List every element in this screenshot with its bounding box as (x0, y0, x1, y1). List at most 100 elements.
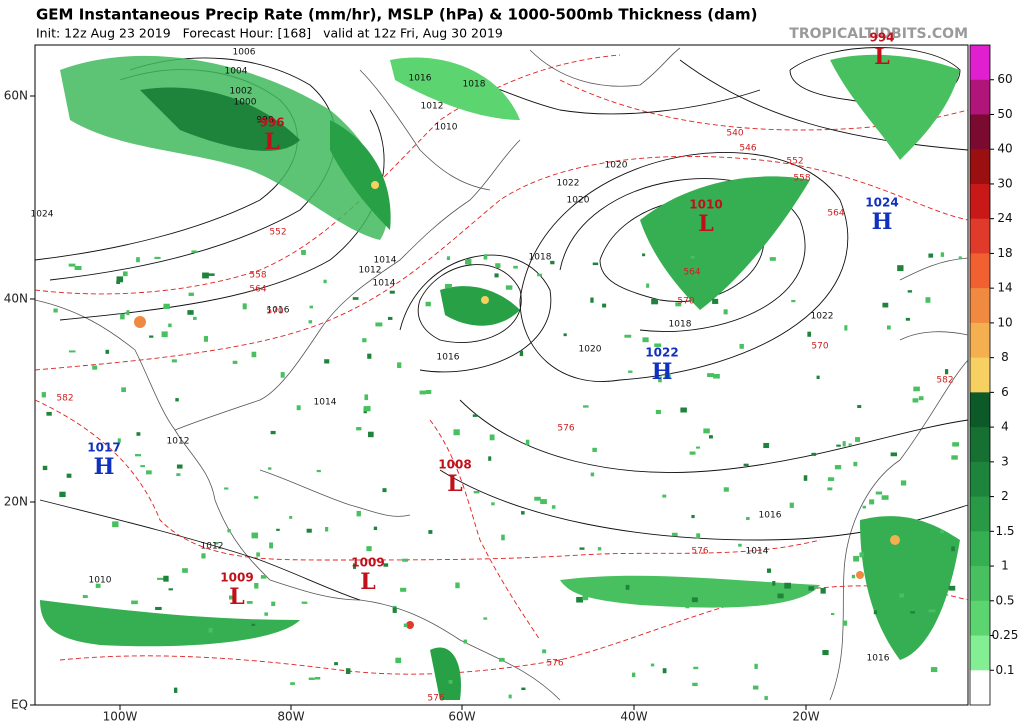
shower-cell (428, 530, 433, 534)
shower-cell (918, 396, 924, 401)
shower-cell (886, 325, 891, 330)
shower-cell (59, 491, 66, 498)
isobar-label: 1012 (167, 437, 190, 447)
shower-cell (537, 273, 542, 277)
shower-cell (154, 256, 161, 259)
shower-cell (789, 502, 794, 508)
shower-cell (664, 372, 671, 379)
shower-cell (940, 530, 945, 534)
shower-cell (769, 257, 776, 261)
shower-cell (628, 370, 633, 373)
shower-cell (607, 586, 613, 592)
shower-cell (550, 260, 555, 265)
shower-cell (149, 335, 154, 338)
shower-cell (910, 611, 915, 614)
shower-cell (397, 362, 402, 369)
shower-cell (897, 265, 904, 272)
shower-cell (708, 435, 713, 439)
shower-cell (301, 250, 306, 255)
thickness-label: 582 (56, 394, 73, 404)
shower-cell (844, 325, 848, 331)
shower-cell (356, 427, 362, 431)
shower-cell (146, 470, 152, 475)
shower-cell (306, 528, 312, 533)
colorbar-label: 0.1 (995, 663, 1014, 677)
isobar-label: 1024 (31, 210, 54, 220)
shower-cell (807, 331, 812, 337)
isobar-label: 1022 (811, 312, 834, 322)
shower-cell (521, 511, 525, 515)
shower-cell (387, 316, 393, 320)
isobar-label: 1016 (759, 511, 782, 521)
colorbar-swatch (970, 149, 990, 185)
shower-cell (508, 694, 512, 699)
shower-cell (95, 583, 101, 588)
thickness-label: 540 (726, 129, 743, 139)
shower-cell (658, 376, 662, 383)
colorbar-label: 10 (997, 315, 1012, 329)
shower-cell (483, 617, 488, 620)
system-letter: H (94, 454, 115, 480)
lat-label: 40N (4, 292, 28, 306)
isobar-label: 998 (256, 116, 273, 126)
lon-label: 100W (103, 710, 138, 724)
shower-cell (260, 575, 267, 579)
colorbar-swatch (970, 461, 990, 498)
colorbar-frame (969, 44, 991, 706)
system-letter: L (698, 211, 713, 237)
colorbar-label: 4 (1001, 420, 1009, 434)
shower-cell (498, 657, 505, 662)
shower-cell (899, 593, 904, 598)
shower-cell (251, 351, 257, 358)
shower-cell (314, 676, 321, 680)
system-letter: L (229, 584, 244, 610)
shower-cell (356, 510, 361, 517)
colorbar-label: 18 (997, 246, 1012, 260)
shower-cell (203, 336, 209, 342)
shower-cell (290, 682, 295, 685)
shower-cell (822, 650, 829, 656)
isobar-label: 1012 (359, 266, 382, 276)
isobar-label: 1016 (409, 74, 432, 84)
shower-cell (134, 454, 142, 457)
shower-cell (157, 577, 164, 580)
shower-cell (289, 515, 293, 519)
shower-cell (930, 667, 938, 673)
shower-cell (453, 429, 460, 436)
shower-cell (534, 496, 541, 501)
shower-cell (791, 299, 796, 303)
shower-cell (691, 514, 695, 519)
shower-cell (131, 600, 138, 605)
isobar-label: 1004 (225, 67, 248, 77)
shower-cell (754, 663, 758, 669)
shower-cell (395, 657, 402, 664)
shower-cell (256, 552, 260, 557)
shower-cell (489, 434, 495, 441)
shower-cell (958, 256, 962, 260)
shower-cell (483, 254, 488, 260)
shower-cell (944, 369, 949, 375)
shower-cell (155, 606, 162, 611)
shower-cell (563, 333, 567, 337)
shower-cell (842, 620, 848, 626)
shower-cell (316, 469, 321, 473)
shower-cell (542, 649, 547, 654)
shower-cell (521, 687, 526, 691)
colorbar-label: 1 (1001, 559, 1009, 573)
shower-cell (692, 682, 698, 687)
shower-cell (862, 505, 866, 509)
shower-cell (940, 252, 945, 257)
isobar-label: 1018 (529, 253, 552, 263)
shower-cell (723, 309, 728, 315)
shower-cell (494, 273, 499, 278)
coastlines (34, 47, 969, 701)
colorbar-label: 3 (1001, 454, 1009, 468)
thickness-label: 582 (936, 376, 953, 386)
shower-cell (224, 487, 229, 490)
shower-cell (400, 587, 407, 592)
shower-cell (403, 623, 408, 627)
shower-cell (869, 499, 875, 505)
shower-cell (176, 464, 183, 469)
shower-cell (501, 534, 505, 541)
